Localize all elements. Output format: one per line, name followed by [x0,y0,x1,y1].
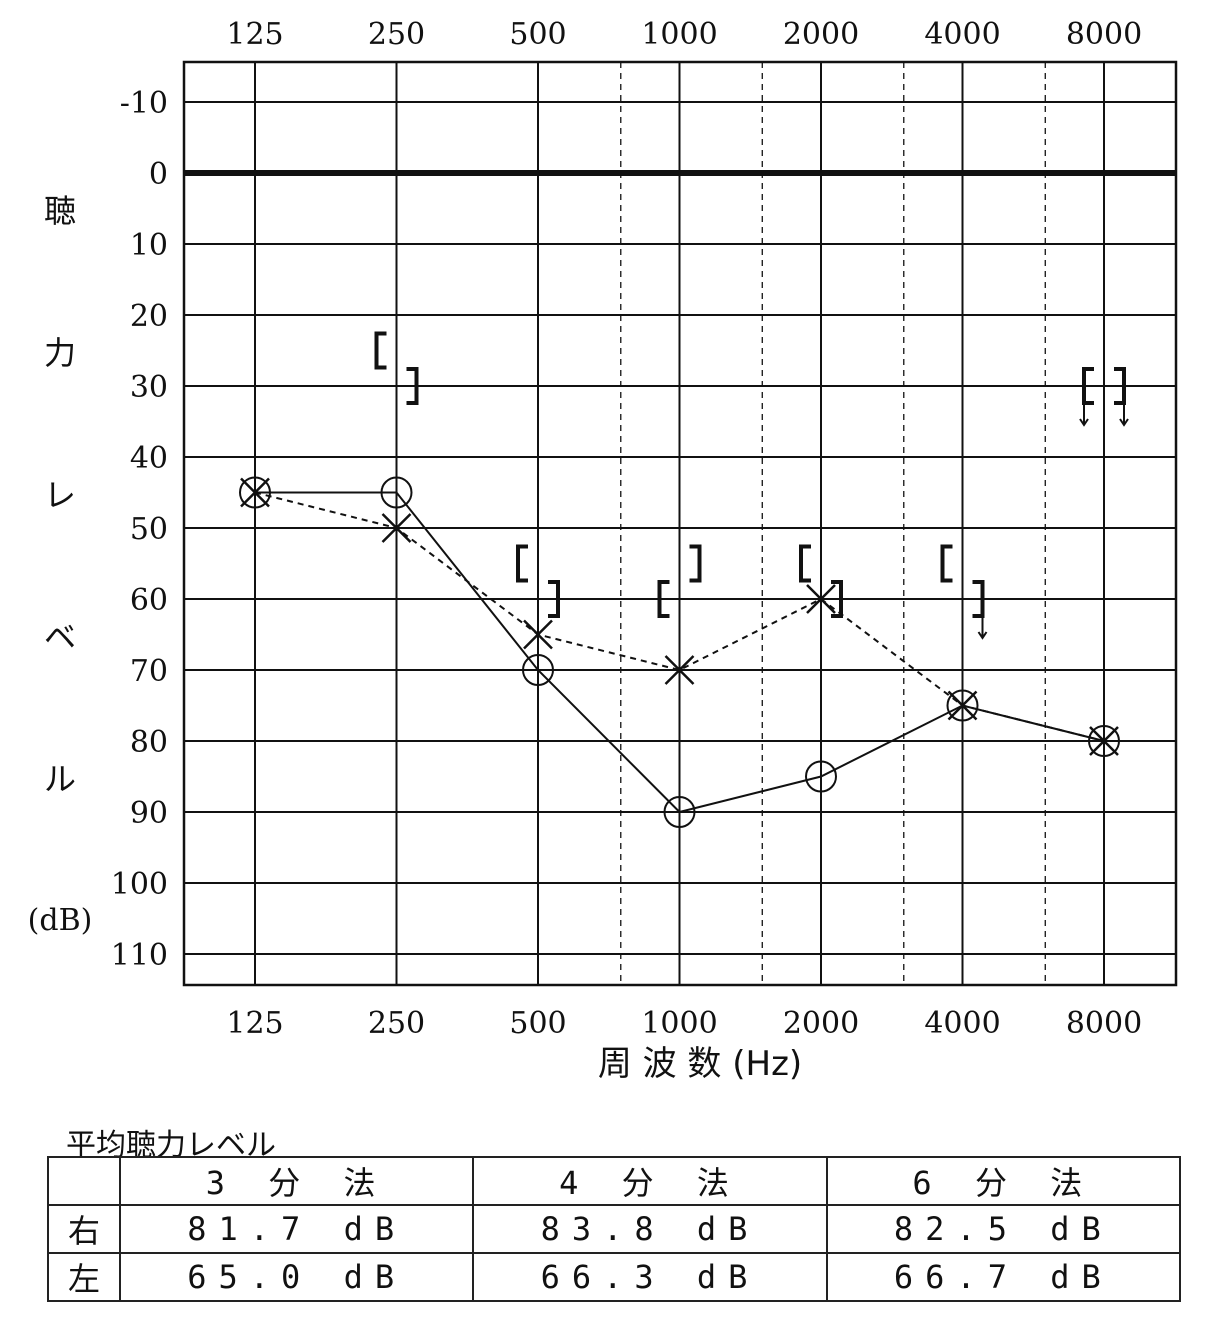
cross-marker [806,584,836,614]
left-bracket-marker [374,331,387,370]
x-tick-label-top: 1000 [641,17,717,52]
x-tick-label-top: 500 [509,17,566,52]
cross-marker [240,477,270,508]
y-tick-label: 0 [149,157,168,192]
y-tick-label: 70 [130,654,168,689]
x-tick-label-bottom: 1000 [641,1006,717,1041]
x-tick-label-bottom: 4000 [924,1006,1000,1041]
x-tick-label-bottom: 250 [368,1006,425,1041]
circle-marker [805,760,837,793]
average-hearing-level-table: 3 分 法 4 分 法 6 分 法 右 81.7 dB 83.8 dB 82.5… [47,1156,1182,1302]
y-tick-label: 30 [130,370,168,405]
y-axis-label-char: レ [44,476,76,514]
right-bracket-marker [831,580,843,618]
x-tick-label-top: 2000 [783,17,859,52]
right-bracket-marker [1114,367,1126,405]
table-cell: 66.7 dB [825,1252,1182,1302]
audiogram-chart: 1251252502505005001000100020002000400040… [28,17,1178,1084]
cross-marker [523,619,553,650]
y-tick-label: 40 [130,441,168,476]
cross-marker [947,690,978,721]
y-tick-label: 50 [130,512,168,547]
right-bracket-marker [689,544,702,583]
cross-marker [381,513,412,543]
left-bracket-marker [940,544,953,583]
y-tick-label: 90 [130,796,168,831]
x-axis-label: 周 波 数 (Hz) [598,1044,802,1084]
chart-ticks: 1251252502505005001000100020002000400040… [111,17,1142,1041]
left-bracket-marker [516,544,528,583]
x-tick-label-top: 4000 [924,17,1000,52]
left-bracket-marker [657,580,670,618]
y-tick-label: -10 [120,86,168,121]
y-tick-label: 20 [130,299,168,334]
circle-marker [946,689,979,722]
row-label-left: 左 [47,1252,121,1302]
circle-marker [663,796,696,828]
y-axis-label-char: ベ [44,618,76,656]
right-bracket-marker [972,580,985,618]
right-bracket-marker [406,367,419,405]
x-tick-label-bottom: 8000 [1066,1006,1142,1041]
y-tick-label: 60 [130,583,168,618]
x-tick-label-bottom: 500 [509,1006,566,1041]
x-tick-label-bottom: 125 [226,1006,283,1041]
circle-marker [239,476,271,509]
no-response-arrow [977,618,988,640]
table-corner [47,1156,121,1206]
x-tick-label-bottom: 2000 [783,1006,859,1041]
no-response-arrow [1079,405,1089,427]
y-tick-label: 10 [130,228,168,263]
circle-marker [1088,725,1120,757]
header-3-method: 3 分 法 [118,1156,475,1206]
row-label-right: 右 [47,1204,121,1254]
x-tick-label-top: 125 [226,17,283,52]
table-cell: 81.7 dB [118,1204,475,1254]
cross-marker [1089,726,1119,756]
y-tick-label: 100 [111,867,168,902]
x-tick-label-top: 250 [368,17,425,52]
table-cell: 66.3 dB [472,1252,828,1302]
table-row: 右 81.7 dB 83.8 dB 82.5 dB [47,1204,1182,1254]
no-response-arrow [1119,405,1129,427]
chart-series [239,476,1120,828]
table-row: 左 65.0 dB 66.3 dB 66.7 dB [47,1252,1182,1302]
table-cell: 82.5 dB [825,1204,1182,1254]
table-cell: 83.8 dB [472,1204,828,1254]
y-axis-label: 聴力レベル (dB) [28,192,93,938]
header-4-method: 4 分 法 [472,1156,828,1206]
y-tick-label: 110 [111,938,168,973]
cross-marker [664,655,695,685]
y-axis-label-char: ル [44,760,76,798]
table-cell: 65.0 dB [118,1252,475,1302]
y-tick-label: 80 [130,725,168,760]
x-tick-label-top: 8000 [1066,17,1142,52]
left-bracket-marker [1082,367,1094,405]
bone-conduction-markers [374,331,1129,640]
y-axis-label-char: 力 [44,334,76,372]
y-axis-label-char: 聴 [44,192,76,230]
left-bracket-marker [799,544,811,583]
circle-marker [380,476,413,509]
table-header-row: 3 分 法 4 分 法 6 分 法 [47,1156,1182,1206]
right-bracket-marker [548,580,560,618]
y-axis-unit: (dB) [28,903,93,938]
chart-grid [182,60,1178,987]
circle-marker [522,654,554,686]
header-6-method: 6 分 法 [825,1156,1182,1206]
